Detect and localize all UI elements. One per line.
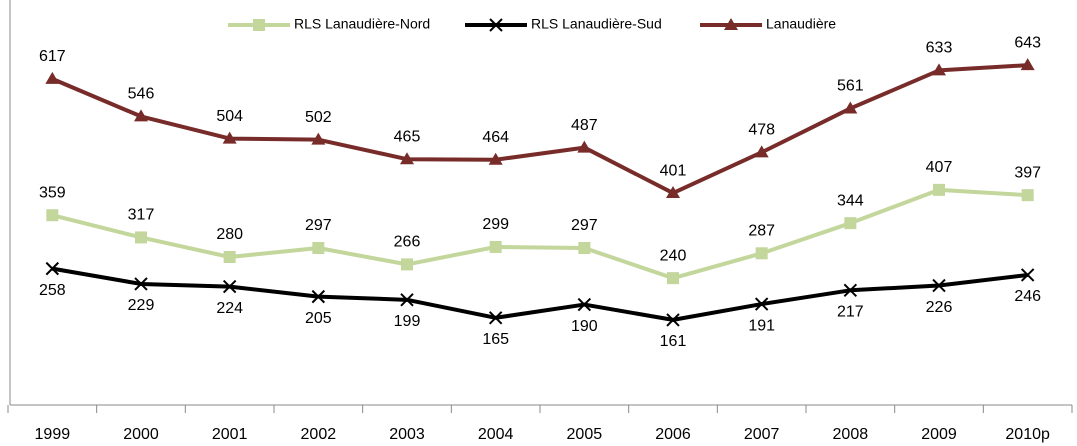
marker [754, 297, 769, 311]
data-label: 502 [305, 109, 332, 126]
data-label: 464 [482, 129, 509, 146]
x-tick-label: 2006 [655, 426, 691, 443]
legend-marker [253, 19, 265, 31]
data-label: 478 [748, 122, 775, 139]
marker [755, 247, 768, 260]
data-label: 229 [128, 297, 155, 314]
marker [45, 261, 60, 276]
data-label: 504 [216, 108, 243, 125]
marker [311, 289, 326, 304]
legend-marker [724, 18, 738, 30]
data-label: 205 [305, 310, 332, 327]
data-label: 190 [571, 318, 598, 335]
legend-label: RLS Lanaudière-Nord [294, 16, 430, 32]
marker [666, 186, 680, 199]
series-line [51, 266, 1028, 322]
marker [135, 231, 147, 244]
marker [666, 313, 680, 327]
data-label: 165 [482, 331, 509, 348]
marker [134, 277, 148, 291]
data-label: 561 [837, 78, 864, 95]
marker [489, 240, 502, 253]
marker [222, 279, 237, 294]
data-label: 617 [39, 48, 66, 65]
data-label: 226 [926, 299, 953, 316]
x-tick-label: 2000 [123, 426, 159, 443]
data-label: 344 [837, 192, 864, 209]
legend-label: RLS Lanaudière-Sud [531, 16, 662, 32]
marker [933, 183, 945, 196]
data-label: 297 [571, 217, 598, 234]
x-tick-label: 2005 [567, 426, 603, 443]
data-label: 258 [39, 282, 66, 299]
data-label: 465 [394, 128, 421, 145]
marker [1020, 268, 1035, 282]
data-label: 401 [660, 162, 687, 179]
marker [400, 152, 414, 165]
marker [577, 140, 592, 153]
data-label: 317 [128, 207, 155, 224]
marker [488, 311, 503, 325]
marker [400, 293, 414, 307]
marker [488, 152, 503, 165]
x-tick-label: 2003 [389, 426, 425, 443]
marker [223, 251, 236, 263]
data-label: 280 [216, 226, 243, 243]
data-label: 299 [482, 216, 509, 233]
series-line [51, 63, 1028, 196]
data-label: 161 [660, 333, 687, 350]
x-tick-label: 2001 [212, 426, 248, 443]
data-label: 199 [394, 313, 421, 330]
series-line [51, 187, 1028, 281]
data-label: 487 [571, 117, 598, 134]
marker [311, 132, 326, 145]
data-label: 407 [926, 159, 953, 176]
data-label: 240 [660, 247, 687, 264]
marker [667, 272, 679, 285]
marker [844, 217, 857, 230]
data-label: 246 [1014, 288, 1041, 305]
data-label: 633 [926, 40, 953, 57]
marker [222, 131, 237, 144]
marker [1021, 189, 1034, 202]
marker [134, 109, 148, 122]
marker [1020, 58, 1035, 71]
x-tick-label: 2009 [921, 426, 957, 443]
marker [932, 63, 946, 76]
data-label: 546 [128, 86, 155, 103]
marker [932, 278, 946, 293]
data-label: 397 [1014, 164, 1041, 181]
data-label: 266 [394, 234, 421, 251]
marker [754, 145, 769, 158]
marker [45, 71, 60, 84]
x-tick-label: 1999 [35, 426, 71, 443]
marker [843, 101, 858, 114]
data-label: 217 [837, 304, 864, 321]
data-label: 643 [1014, 34, 1041, 51]
x-tick-label: 2007 [744, 426, 780, 443]
data-label: 191 [748, 317, 775, 334]
marker [401, 258, 413, 271]
data-label: 287 [748, 223, 775, 240]
x-tick-label: 2002 [301, 426, 337, 443]
x-tick-label: 2004 [478, 426, 514, 443]
data-label: 297 [305, 217, 332, 234]
marker [577, 297, 592, 312]
marker [578, 242, 591, 255]
x-tick-label: 2010p [1005, 426, 1050, 443]
marker [312, 242, 325, 255]
marker [843, 283, 858, 298]
legend-marker [489, 18, 503, 32]
data-label: 224 [216, 300, 243, 317]
marker [46, 209, 59, 222]
x-tick-label: 2008 [833, 426, 869, 443]
data-label: 359 [39, 184, 66, 201]
legend-label: Lanaudière [766, 16, 836, 32]
